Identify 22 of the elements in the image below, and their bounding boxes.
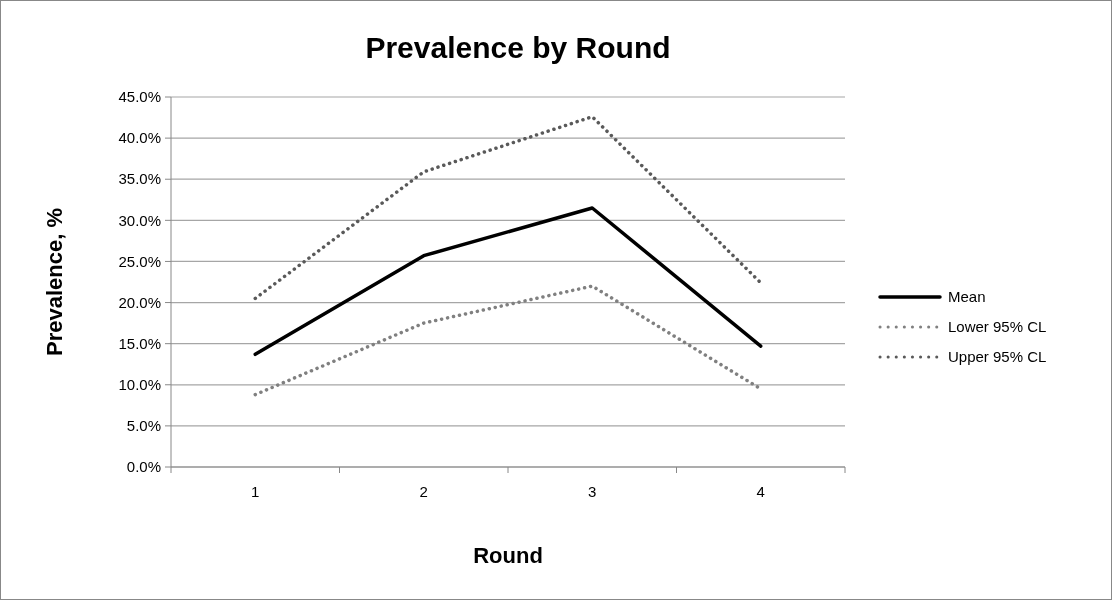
y-tick-label: 25.0% <box>118 252 161 270</box>
legend-label: Mean <box>948 288 986 306</box>
y-tick-label: 20.0% <box>118 293 161 311</box>
y-tick-label: 35.0% <box>118 170 161 188</box>
y-tick-label: 5.0% <box>126 417 161 435</box>
y-axis-title: Prevalence, % <box>42 208 67 356</box>
x-tick-label: 4 <box>756 483 765 500</box>
y-tick-label: 40.0% <box>118 129 161 147</box>
line-series <box>253 114 763 301</box>
y-tick-label: 45.0% <box>118 88 161 106</box>
chart-title: Prevalence by Round <box>365 31 671 64</box>
legend-label: Lower 95% CL <box>948 318 1047 336</box>
y-tick-label: 0.0% <box>126 458 161 476</box>
line-series <box>253 206 763 357</box>
x-tick-label: 2 <box>419 483 428 500</box>
y-tick-label: 15.0% <box>118 334 161 352</box>
y-tick-label: 30.0% <box>118 211 161 229</box>
y-tick-label: 10.0% <box>118 376 161 394</box>
x-tick-label: 3 <box>588 483 597 500</box>
legend-label: Upper 95% CL <box>948 348 1047 366</box>
x-axis-title: Round <box>473 543 543 568</box>
x-tick-label: 1 <box>251 483 260 500</box>
